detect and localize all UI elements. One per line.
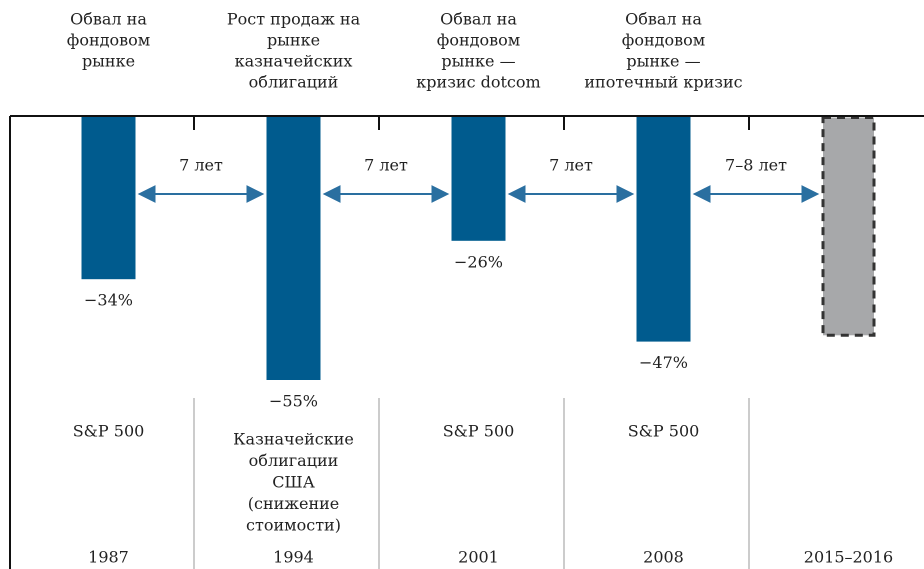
year-label: 2015–2016 [804, 548, 893, 567]
event-label: Рост продаж на [227, 10, 361, 29]
index-label: S&P 500 [443, 422, 515, 441]
event-label: казначейских [235, 52, 353, 71]
index-label: S&P 500 [628, 422, 700, 441]
bar [636, 116, 691, 342]
bar [451, 116, 506, 241]
event-label: фондовом [67, 31, 150, 50]
event-label: фондовом [437, 31, 520, 50]
bar [266, 116, 321, 380]
index-label: Казначейские [233, 430, 354, 449]
bar [81, 116, 136, 280]
bar [821, 116, 876, 337]
year-label: 1994 [273, 548, 314, 567]
event-label: рынке [267, 31, 320, 50]
event-label: фондовом [622, 31, 705, 50]
interval-label: 7–8 лет [725, 156, 787, 175]
year-label: 2008 [643, 548, 684, 567]
index-label: (снижение [248, 494, 340, 513]
event-label: Обвал на [70, 10, 147, 29]
value-label: −34% [84, 291, 133, 310]
event-label: Обвал на [440, 10, 517, 29]
index-label: стоимости) [246, 516, 341, 535]
event-label: кризис dotcom [416, 73, 540, 92]
interval-label: 7 лет [364, 156, 408, 175]
interval-label: 7 лет [179, 156, 223, 175]
index-label: США [272, 473, 315, 492]
value-label: −55% [269, 392, 318, 411]
event-label: рынке [82, 52, 135, 71]
index-label: облигации [249, 451, 339, 470]
event-label: Обвал на [625, 10, 702, 29]
value-label: −26% [454, 252, 503, 271]
interval-label: 7 лет [549, 156, 593, 175]
event-label: рынке — [441, 52, 515, 71]
event-label: облигаций [249, 73, 339, 92]
event-label: рынке — [626, 52, 700, 71]
value-label: −47% [639, 353, 688, 372]
year-label: 1987 [88, 548, 129, 567]
event-label: ипотечный кризис [584, 73, 742, 92]
year-label: 2001 [458, 548, 499, 567]
index-label: S&P 500 [73, 422, 145, 441]
